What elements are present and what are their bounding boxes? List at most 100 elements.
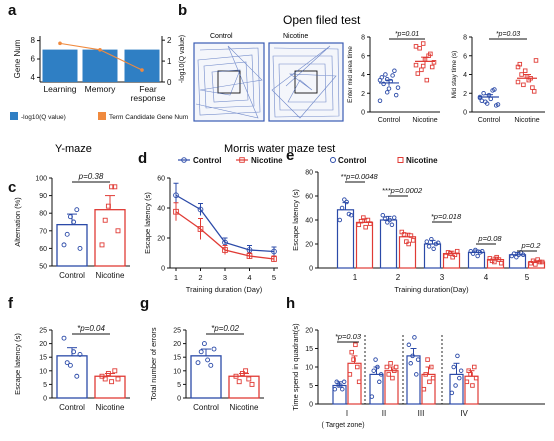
b1-point [431,60,437,65]
d-xtick-label: 3 [223,273,227,282]
b2-ytick-label: 0 [463,110,467,117]
g-point [195,360,201,366]
e-point [470,251,476,256]
b1-ytick-label: 4 [361,72,365,79]
g-point [205,357,211,363]
b1-point [415,71,421,76]
h-point [377,379,382,385]
h-point [375,364,380,370]
a-legend-swatch [98,112,106,120]
d-legend-marker [181,157,187,163]
f-point [102,376,108,382]
h-point [410,353,415,359]
h-bar [421,373,436,405]
h-point [453,383,458,388]
b1-ylabel: Enter mid area time [347,46,354,103]
a-bar [124,49,160,82]
e-point [391,215,397,220]
panel-h-letter: h [286,295,295,312]
g-ylabel: Total number of errors [149,327,158,401]
c-annotation: p=0.38 [78,172,104,181]
e-point [450,254,455,260]
e-point [468,248,474,254]
e-point [498,260,504,266]
h-point [390,375,395,381]
d-point [173,192,179,199]
b2-point [515,64,521,70]
c-point [115,228,121,234]
d-point [197,206,204,213]
b2-ytick-label: 4 [463,72,467,79]
e-point [473,247,478,253]
h-point [406,342,412,348]
b2-point [490,88,495,93]
h-category-label: I [346,409,348,418]
e-point [509,253,515,259]
g-annotation: *p=0.02 [211,324,239,333]
e-point [339,205,345,211]
h-point [386,372,391,377]
e-category-label: 1 [353,273,358,282]
track-control-path [195,45,263,119]
d-ylabel: Escape latency (s) [143,192,152,254]
f-ytick-label: 25 [39,328,47,335]
a-category-label: Memory [85,84,116,94]
c-point [61,242,67,248]
h-target-zone-label: ( Target zone) [321,422,364,429]
e-point [496,257,502,262]
e-point [358,218,364,224]
b1-ytick-label: 6 [361,53,365,60]
b2-ytick-label: 6 [463,53,467,60]
f-category-label: Nicotine [96,403,125,412]
h-point [430,375,436,381]
e-point [365,217,371,223]
h-point [373,357,378,362]
panel-b-letter: b [178,2,187,19]
f-point [67,362,73,368]
h-point [423,372,428,377]
a-legend-swatch [10,112,18,120]
f-point [64,360,70,366]
e-point [511,251,517,256]
e-category-label: 5 [525,273,530,282]
b1-point [420,41,426,46]
e-point [424,239,430,244]
b2-annotation: *p=0.03 [496,31,520,38]
e-legend-marker [397,157,404,163]
panel-c-letter: c [8,179,16,196]
g-ytick-label: 5 [177,382,181,389]
b1-point [424,77,430,83]
a-left-tick-label: 6 [31,55,36,64]
a-right-tick-label: 2 [167,36,172,45]
b1-point [384,90,390,95]
e-point [479,248,485,254]
b2-point [530,85,535,90]
e-point [533,262,538,267]
e-point [494,254,499,260]
open-field-track-images: Control Nicotine [193,33,344,122]
b2-point [533,58,539,63]
e-point [487,256,493,261]
h-point [472,364,477,370]
g-category-label: Control [193,403,219,412]
f-point [112,368,118,374]
b1-point [392,68,397,73]
h-point [468,372,473,377]
e-point [426,244,432,249]
h-ytick-label: 5 [309,383,313,390]
f-point [71,349,77,355]
b1-point [413,62,419,68]
e-point [454,248,460,254]
h-point [429,364,434,370]
d-point [271,248,277,255]
e-point [363,224,368,230]
d-legend-label: Nicotine [251,156,283,165]
h-point [356,379,362,385]
h-ytick-label: 10 [305,365,313,372]
f-ytick-label: 20 [39,341,47,348]
e-point [514,254,519,260]
e-point [452,252,458,258]
b2-point [483,99,488,104]
b1-category-label: Control [378,117,401,124]
